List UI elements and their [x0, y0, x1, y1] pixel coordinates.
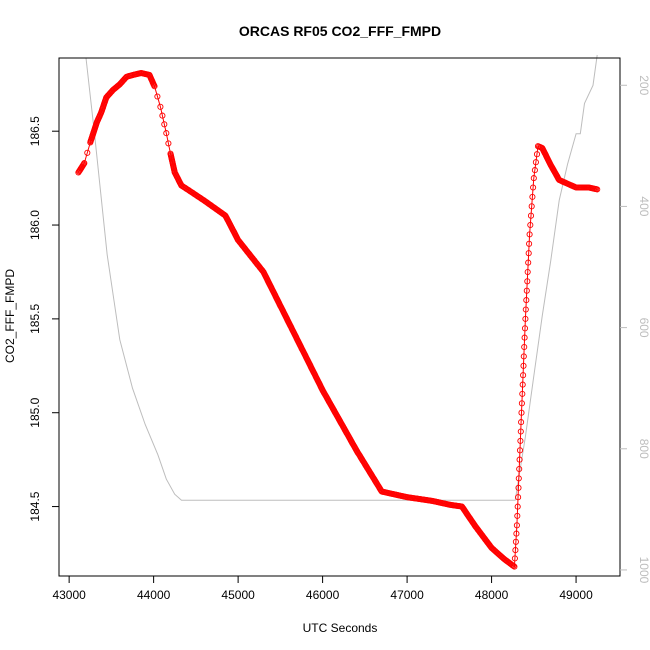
co2-series-layer	[75, 69, 601, 570]
co2-point	[525, 259, 532, 266]
co2-point	[530, 184, 537, 191]
chart-title: ORCAS RF05 CO2_FFF_FMPD	[239, 23, 441, 39]
co2-point	[518, 400, 525, 407]
y-axis: 184.5 185.0 185.5 186.0 186.5	[28, 116, 59, 522]
co2-point	[163, 130, 170, 137]
co2-point	[513, 530, 520, 537]
co2-point	[526, 240, 533, 247]
x-tick-label: 47000	[390, 588, 424, 602]
co2-point	[81, 160, 88, 167]
y-tick-label: 185.5	[28, 304, 42, 334]
y2-axis: 200 400 600 800 1000	[620, 75, 650, 584]
co2-point	[512, 538, 519, 545]
y-tick-label: 186.0	[28, 210, 42, 240]
co2-point	[514, 512, 521, 519]
co2-point	[515, 475, 522, 482]
co2-point	[165, 140, 172, 147]
co2-point	[520, 353, 527, 360]
pressure-line	[85, 54, 598, 501]
co2-point	[516, 465, 523, 473]
co2-point	[533, 151, 541, 158]
co2-point	[154, 93, 161, 100]
co2-point	[520, 362, 527, 369]
y2-tick-label: 600	[637, 318, 650, 338]
co2-point	[526, 231, 533, 238]
y2-tick-label: 1000	[637, 557, 650, 584]
co2-point	[520, 372, 527, 379]
y2-tick-label: 800	[637, 439, 650, 459]
co2-point	[525, 250, 532, 257]
co2-point	[161, 121, 168, 128]
y2-tick-label: 200	[637, 75, 650, 95]
x-tick-label: 43000	[52, 588, 86, 602]
y-axis-label: CO2_FFF_FMPD	[3, 269, 17, 363]
y2-tick-label: 400	[637, 196, 650, 216]
co2-point	[84, 149, 91, 156]
co2-point	[511, 563, 518, 570]
co2-point	[514, 503, 521, 510]
co2-point	[517, 428, 524, 435]
x-tick-label: 49000	[559, 588, 593, 602]
x-axis: 43000 44000 45000 46000 47000 48000 49000	[52, 576, 593, 602]
co2-point	[530, 175, 537, 182]
co2-point	[518, 419, 525, 426]
co2-point	[524, 278, 531, 285]
co2-point	[522, 306, 529, 313]
co2-point	[516, 456, 523, 463]
co2-line	[77, 72, 598, 568]
co2-point	[524, 268, 531, 276]
co2-point	[521, 325, 529, 332]
x-axis-label: UTC Seconds	[303, 621, 378, 635]
co2-point	[159, 112, 166, 119]
co2-point	[523, 287, 530, 294]
co2-point	[151, 83, 158, 90]
co2-point	[521, 334, 528, 341]
co2-point	[529, 193, 536, 200]
x-tick-label: 45000	[221, 588, 255, 602]
co2-point	[528, 203, 535, 210]
x-tick-label: 48000	[475, 588, 509, 602]
y-tick-label: 186.5	[28, 116, 42, 146]
co2-point	[522, 315, 529, 322]
co2-point	[515, 494, 522, 501]
plot-frame	[58, 57, 621, 577]
y-tick-label: 184.5	[28, 491, 42, 521]
co2-point	[515, 484, 522, 491]
co2-point	[527, 212, 535, 219]
co2-point	[512, 547, 519, 554]
co2-point	[157, 103, 164, 110]
pressure-series-layer	[85, 54, 598, 501]
co2-point	[519, 390, 526, 397]
co2-point	[516, 447, 524, 454]
co2-point	[531, 167, 538, 174]
co2-point	[521, 343, 528, 351]
co2-point	[517, 437, 524, 444]
co2-point	[519, 381, 526, 388]
co2-point	[594, 186, 601, 193]
co2-point	[513, 522, 520, 529]
x-tick-label: 44000	[137, 588, 171, 602]
co2-point	[523, 297, 530, 304]
y-tick-label: 185.0	[28, 397, 42, 427]
co2-point	[532, 159, 539, 166]
co2-point	[527, 221, 534, 229]
x-tick-label: 46000	[306, 588, 340, 602]
co2-point	[510, 562, 517, 569]
co2-point	[518, 409, 525, 416]
co2-point	[511, 555, 518, 562]
